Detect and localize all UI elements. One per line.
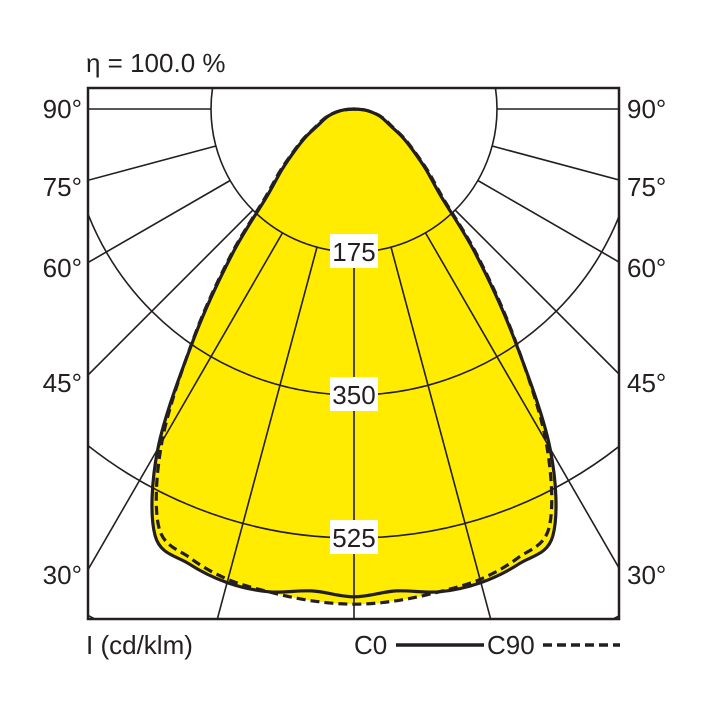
angle-label-right: 30° <box>627 560 666 590</box>
radial-tick-label: 175 <box>332 237 375 267</box>
angle-label-left: 75° <box>43 172 82 202</box>
angle-label-left: 60° <box>43 253 82 283</box>
angle-label-right: 60° <box>627 253 666 283</box>
intensity-curves <box>150 107 558 606</box>
angle-label-right: 45° <box>627 368 666 398</box>
tick-label-bg <box>330 377 378 411</box>
angle-label-right: 90° <box>627 94 666 124</box>
angle-label-right: 75° <box>627 172 666 202</box>
radial-line-60 <box>477 179 619 263</box>
angle-label-left: 90° <box>43 94 82 124</box>
radial-line--60 <box>88 179 231 264</box>
angle-label-left: 45° <box>43 368 82 398</box>
tick-label-bg <box>330 234 378 268</box>
radial-line-30 <box>424 232 619 569</box>
radial-line--30 <box>88 232 284 571</box>
radial-tick-label: 525 <box>332 523 375 553</box>
plot-frame <box>86 86 621 621</box>
radial-line-75 <box>491 145 619 181</box>
radial-line--45 <box>88 209 254 376</box>
chart-title: η = 100.0 % <box>86 48 226 78</box>
unit-label: I (cd/klm) <box>86 630 193 660</box>
radial-tick-label: 350 <box>332 380 375 410</box>
angle-label-left: 30° <box>43 560 82 590</box>
tick-label-bg <box>330 520 378 554</box>
curve-c90 <box>154 107 554 606</box>
radial-line-45 <box>454 209 619 375</box>
radial-line--15 <box>216 246 318 619</box>
radial-line-15 <box>390 246 492 619</box>
radial-line--75 <box>88 145 217 182</box>
polar-grid <box>88 88 619 619</box>
legend-c0-label: C0 <box>354 630 387 660</box>
legend-c90-label: C90 <box>487 630 535 660</box>
